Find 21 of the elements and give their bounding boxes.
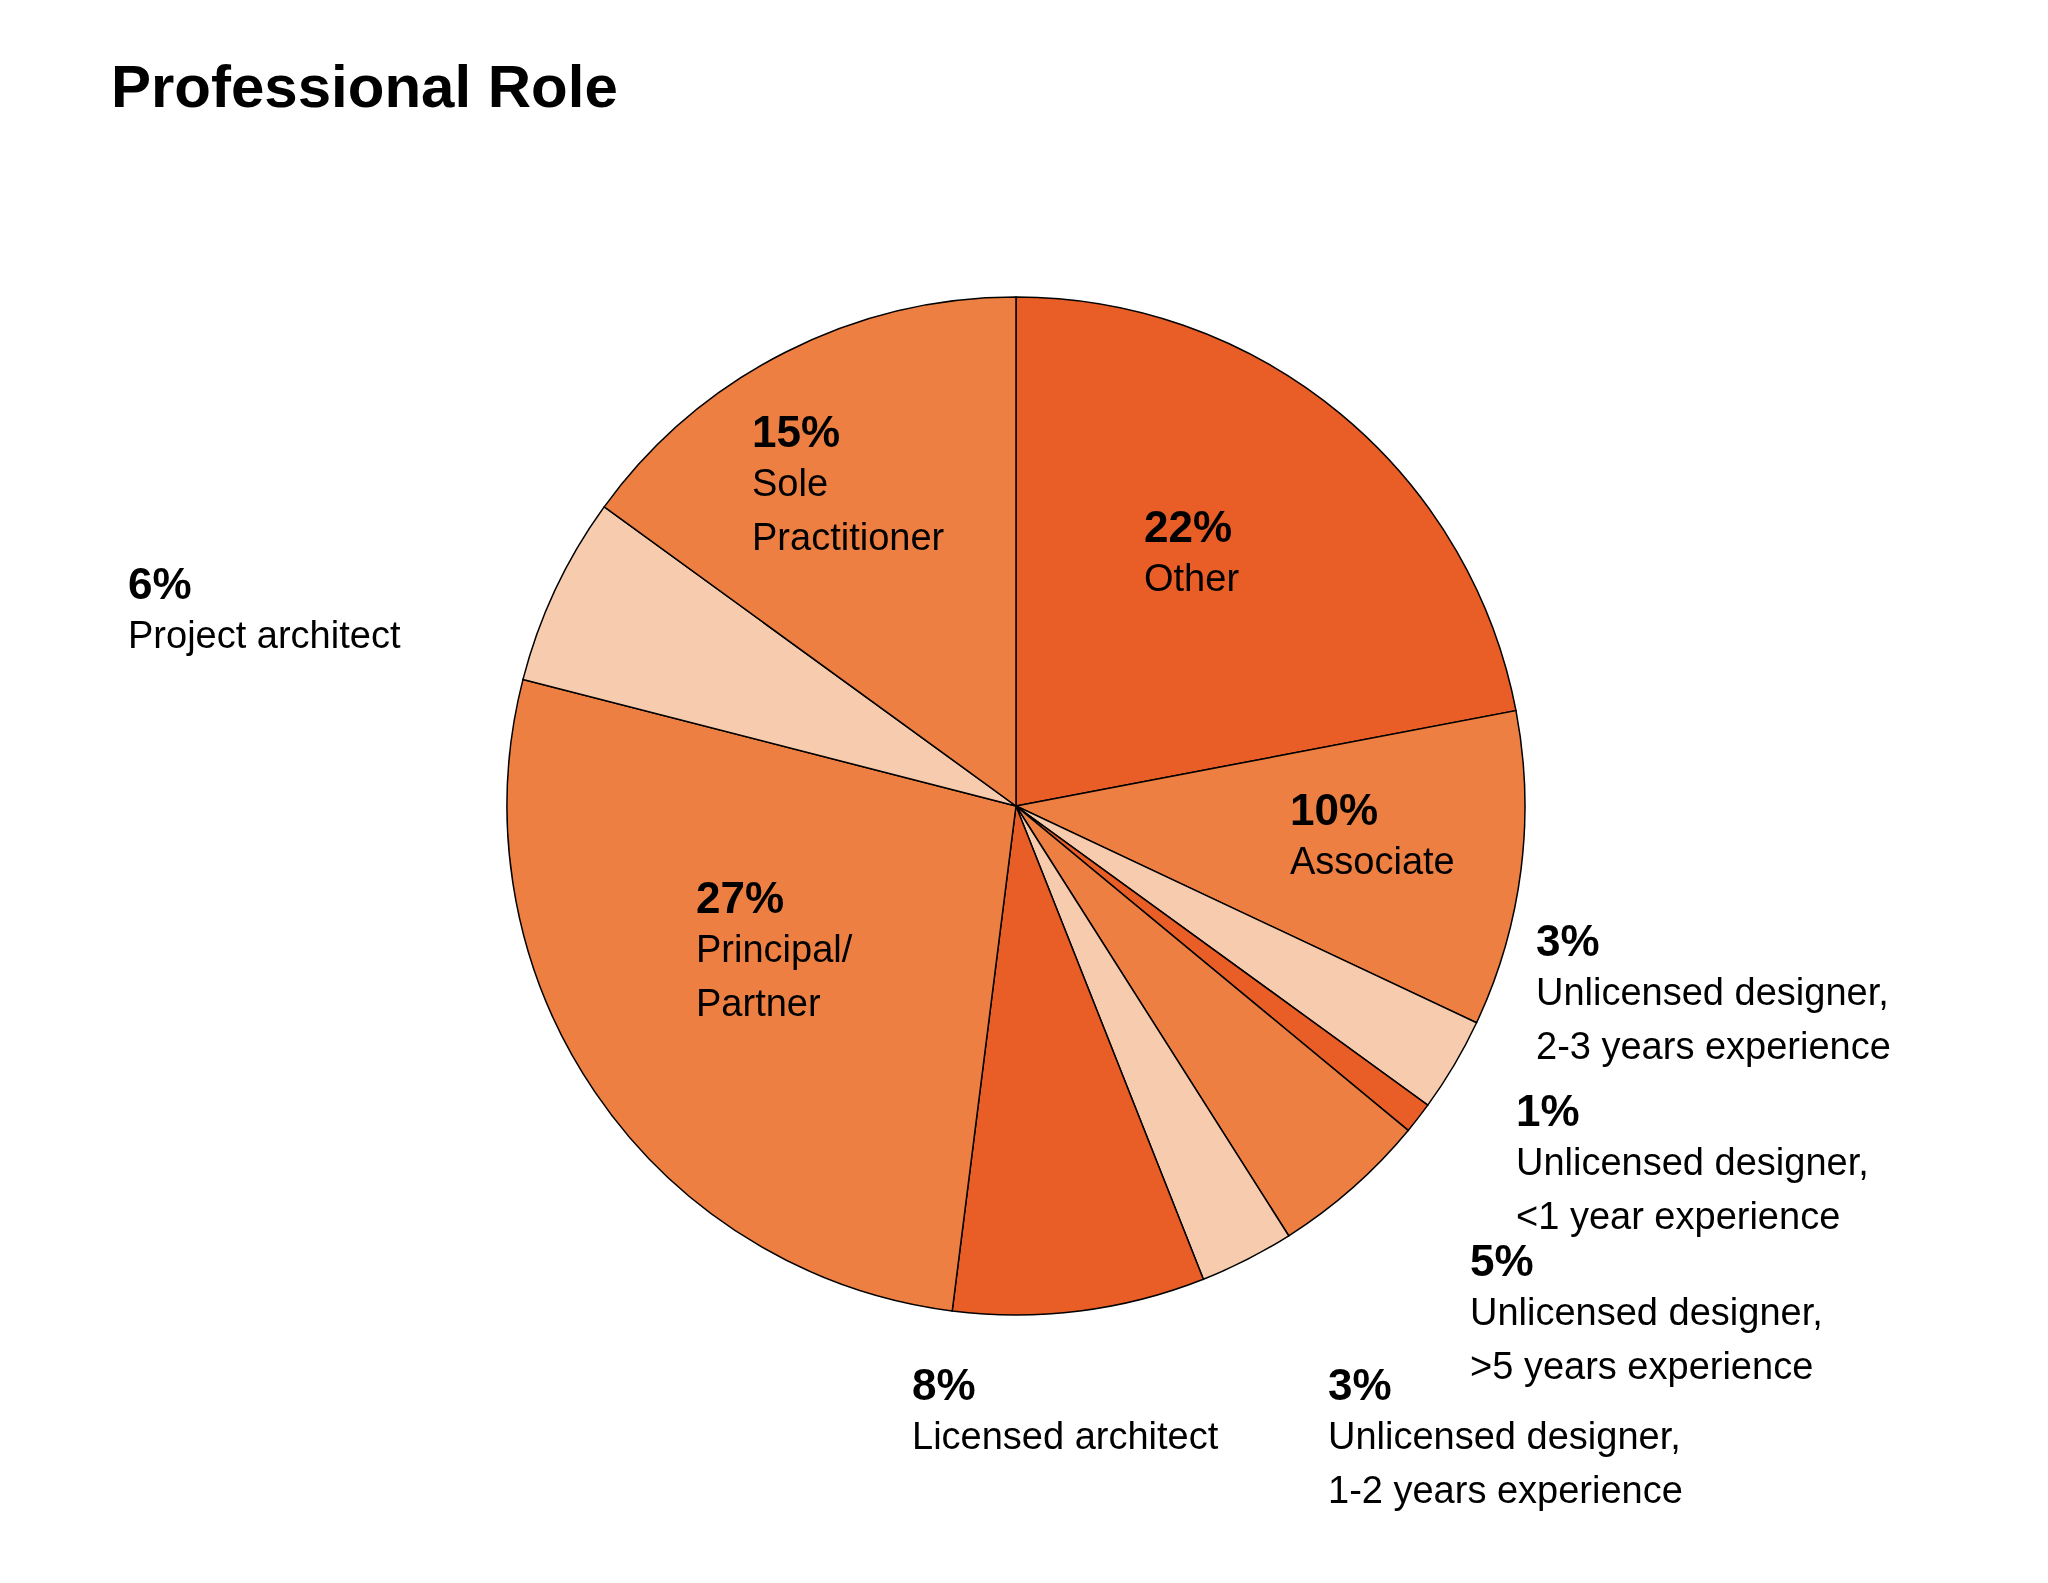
- data-label: 3%: [1536, 916, 1600, 965]
- chart-title: Professional Role: [111, 53, 618, 120]
- slice-label: Associate: [1290, 840, 1455, 882]
- slice-label: Unlicensed designer, 1-2 years experience: [1328, 1415, 1683, 1511]
- slice-label: Other: [1144, 557, 1240, 599]
- slice-label: Principal/Partner: [696, 928, 853, 1024]
- data-label: 8%: [912, 1360, 976, 1409]
- data-label: 27%: [696, 873, 785, 922]
- slice-label: Licensed architect: [912, 1415, 1219, 1457]
- slice-label: Unlicensed designer, 2-3 years experience: [1536, 971, 1891, 1067]
- data-label: 22%: [1144, 502, 1233, 551]
- slice-label: Unlicensed designer, <1 year experience: [1516, 1141, 1869, 1237]
- data-label: 6%: [128, 559, 192, 608]
- data-label: 1%: [1516, 1086, 1580, 1135]
- data-label: 10%: [1290, 785, 1379, 834]
- slice-label: Unlicensed designer, >5 years experience: [1470, 1291, 1823, 1387]
- slice-label: Project architect: [128, 614, 401, 656]
- slice-label: Sole Practitioner: [752, 462, 945, 558]
- data-label: 3%: [1328, 1360, 1392, 1409]
- data-label: 15%: [752, 407, 841, 456]
- data-label: 5%: [1470, 1236, 1534, 1285]
